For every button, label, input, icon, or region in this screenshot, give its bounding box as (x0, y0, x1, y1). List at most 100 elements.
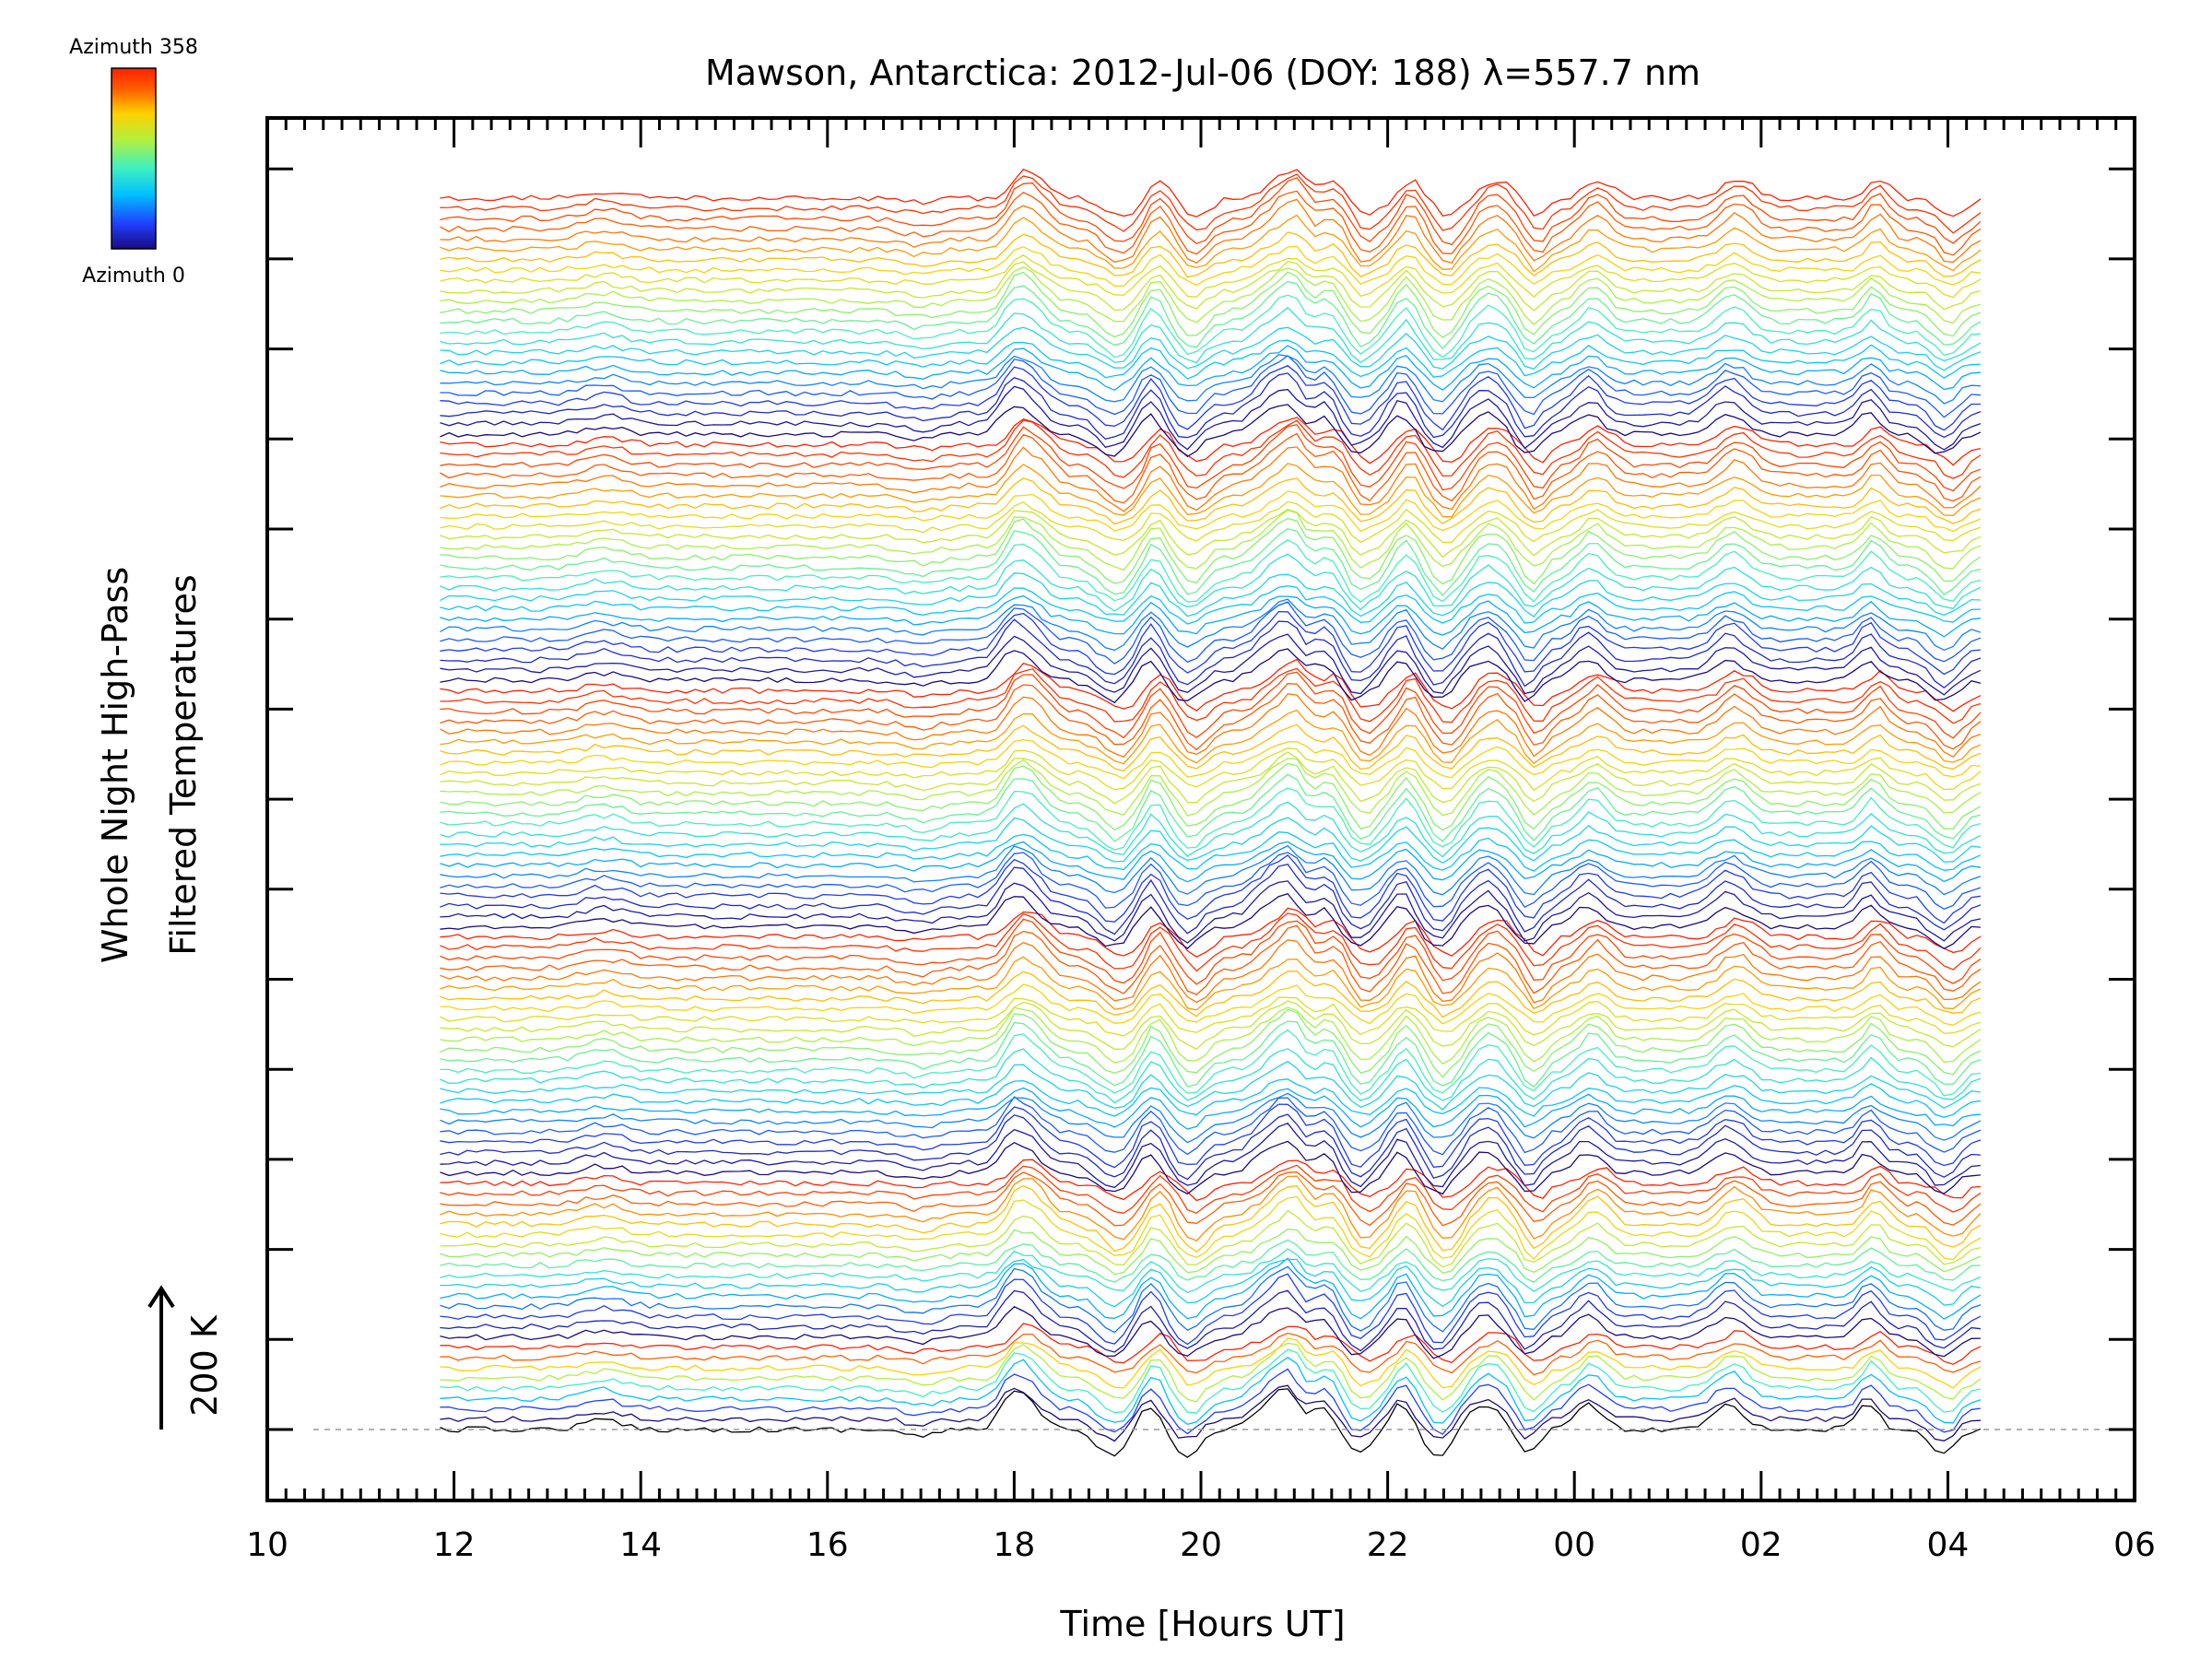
series-line-ring-4 (440, 996, 1982, 1037)
series-line-ring-4 (440, 939, 1982, 1004)
series-line-ring-7 (440, 260, 1982, 312)
x-tick-label: 04 (1926, 1526, 1969, 1564)
x-axis-label: Time [Hours UT] (1059, 1604, 1345, 1644)
series-line-ring-4 (440, 1008, 1982, 1078)
series-line-ring-5 (440, 671, 1982, 739)
series-line-ring-6 (440, 463, 1982, 518)
series-line-ring-7 (440, 168, 1982, 218)
series-line-ring-7 (440, 339, 1981, 380)
series-line-ring-7 (440, 177, 1982, 246)
series-line-ring-6 (440, 508, 1982, 559)
x-tick-label: 06 (2113, 1526, 2156, 1564)
series-line-ring-6 (440, 598, 1982, 652)
series-line-ring-6 (440, 517, 1982, 585)
colorbar-bottom-label: Azimuth 0 (82, 265, 185, 288)
series-line-ring-4 (440, 918, 1982, 985)
series-line-ring-7 (440, 385, 1982, 451)
series-line-ring-4 (440, 983, 1982, 1026)
series-line-ring-5 (440, 892, 1981, 949)
series-line-ring-7 (440, 372, 1982, 441)
series-line-ring-6 (440, 539, 1982, 603)
series-line-ring-6 (440, 594, 1981, 638)
series-line-ring-4 (440, 1123, 1981, 1189)
series-line-ring-5 (440, 667, 1982, 724)
series-line-ring-5 (440, 738, 1981, 780)
series-line-ring-5 (440, 683, 1982, 751)
series-line-ring-4 (440, 1096, 1982, 1156)
series-line-ring-6 (440, 618, 1982, 689)
x-tick-label: 22 (1367, 1526, 1409, 1564)
series-line-ring-7 (440, 198, 1982, 264)
x-tick-label: 16 (806, 1526, 849, 1564)
series-line-ring-7 (440, 173, 1982, 234)
chart-title: Mawson, Antarctica: 2012-Jul-06 (DOY: 18… (705, 53, 1700, 93)
series-line-ring-7 (440, 190, 1982, 256)
series-line-ring-3 (440, 1258, 1982, 1308)
series-line-ring-7 (440, 245, 1981, 287)
series-line-ring-7 (440, 365, 1981, 431)
series-line-ring-3 (440, 1273, 1982, 1346)
series-line-ring-7 (440, 271, 1982, 338)
series-line-ring-7 (440, 326, 1982, 371)
series-line-ring-7 (440, 214, 1982, 273)
series-line-ring-4 (440, 907, 1982, 958)
series-line-ring-2 (440, 1348, 1982, 1414)
series-line-ring-3 (440, 1289, 1981, 1353)
series-line-ring-3 (440, 1175, 1982, 1241)
series-line-ring-3 (440, 1239, 1981, 1283)
series-line-ring-7 (440, 345, 1981, 392)
series-line-ring-5 (440, 852, 1982, 911)
series-line-ring-7 (440, 306, 1982, 364)
series-line-ring-2 (440, 1342, 1982, 1403)
series-line-ring-3 (440, 1171, 1982, 1227)
series-line-ring-2 (440, 1384, 1981, 1442)
series-line-ring-4 (440, 1060, 1981, 1111)
series-line-ring-7 (440, 404, 1982, 458)
series-line-ring-4 (440, 1020, 1982, 1088)
series-line-ring-4 (440, 1078, 1981, 1118)
series-line-ring-6 (440, 610, 1981, 676)
series-line-ring-3 (440, 1257, 1982, 1320)
series-line-ring-4 (440, 1048, 1982, 1104)
series-line-ring-5 (440, 709, 1982, 765)
series-line-ring-5 (440, 773, 1982, 842)
series-line-ring-4 (440, 970, 1982, 1018)
series-line-ring-6 (440, 572, 1981, 618)
series-line-ring-5 (440, 817, 1981, 865)
series-line-ring-4 (440, 956, 1982, 1011)
y-axis-label-line1: Whole Night High-Pass (95, 567, 135, 963)
series-line-ring-2 (440, 1356, 1982, 1426)
series-line-ring-3 (440, 1248, 1982, 1293)
series-line-ring-4 (440, 1103, 1982, 1169)
series-line-ring-2 (440, 1368, 1981, 1435)
series-line-ring-6 (440, 446, 1982, 512)
colorbar-top-label: Azimuth 358 (69, 36, 198, 59)
series-line-ring-6 (440, 432, 1982, 504)
series-line-ring-7 (440, 354, 1981, 405)
series-line-ring-7 (440, 280, 1982, 350)
series-line-ring-4 (440, 1006, 1982, 1065)
series-line-ring-3 (440, 1184, 1982, 1253)
scale-bar-arrowhead (147, 1285, 175, 1309)
series-line-ring-6 (440, 633, 1982, 696)
series-line-ring-5 (440, 801, 1982, 858)
series-line-ring-5 (440, 724, 1982, 772)
series-line-ring-7 (440, 294, 1981, 359)
series-line-ring-3 (440, 1228, 1982, 1276)
x-tick-label: 12 (433, 1526, 476, 1564)
series-line-ring-7 (440, 355, 1981, 418)
series-line-ring-3 (440, 1306, 1981, 1359)
series-line-ring-3 (440, 1265, 1982, 1334)
series-line-ring-5 (440, 658, 1982, 712)
colorbar: Azimuth 358 Azimuth 0 (69, 36, 198, 288)
series-line-ring-6 (440, 490, 1982, 533)
series-line-ring-6 (440, 509, 1982, 571)
series-line-ring-4 (440, 1000, 1982, 1051)
series-layer (440, 168, 1982, 1458)
series-line-ring-5 (440, 831, 1982, 872)
series-line-ring-4 (440, 1113, 1981, 1181)
colorbar-gradient (111, 67, 157, 250)
series-line-ring-2 (440, 1332, 1982, 1376)
x-tick-label: 00 (1553, 1526, 1595, 1564)
series-line-ring-4 (440, 1029, 1981, 1097)
